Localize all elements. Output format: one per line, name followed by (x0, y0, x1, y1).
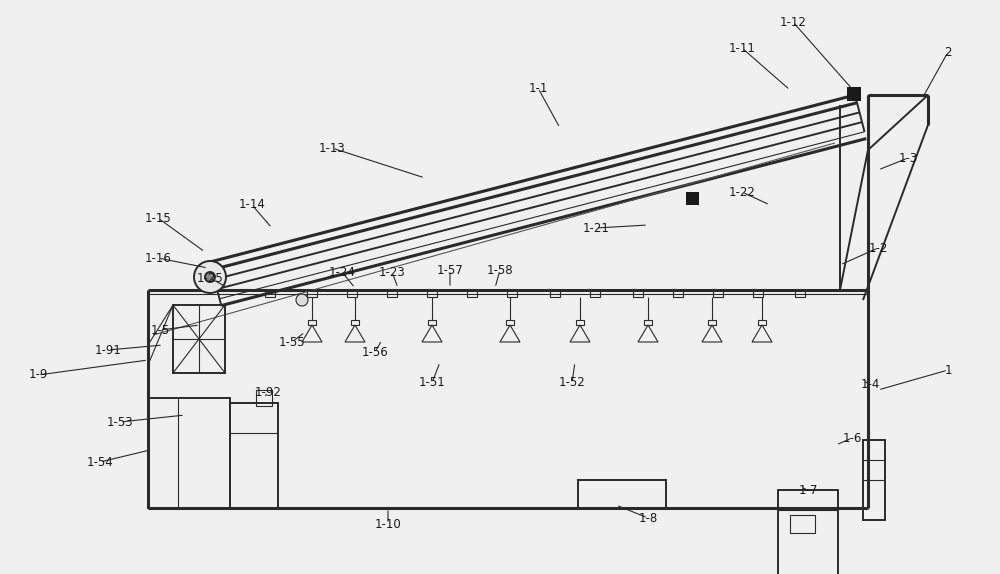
Text: 1-14: 1-14 (239, 199, 265, 211)
Text: 1-56: 1-56 (362, 346, 388, 359)
Text: 1-52: 1-52 (559, 377, 585, 390)
Text: 1-53: 1-53 (107, 416, 133, 429)
Text: 1-15: 1-15 (145, 211, 171, 224)
Bar (863, 440, 885, 520)
Text: 1-16: 1-16 (145, 251, 171, 265)
Circle shape (194, 261, 226, 293)
Bar (387, 290, 397, 297)
Bar (795, 290, 805, 297)
Bar (550, 290, 560, 297)
Bar (708, 320, 716, 325)
Text: 1-51: 1-51 (419, 377, 445, 390)
Bar (686, 192, 699, 205)
Bar (351, 320, 359, 325)
Text: 1-1: 1-1 (528, 82, 548, 95)
Text: 1-23: 1-23 (379, 266, 405, 278)
Text: 1-10: 1-10 (375, 518, 401, 530)
Bar (506, 320, 514, 325)
Bar (265, 290, 275, 297)
Bar (307, 290, 317, 297)
Bar (778, 490, 838, 574)
Bar (590, 290, 600, 297)
Bar (148, 398, 230, 508)
Bar (578, 480, 666, 508)
Bar (633, 290, 643, 297)
Text: 1-58: 1-58 (487, 263, 513, 277)
Text: 1-8: 1-8 (638, 511, 658, 525)
Bar (347, 290, 357, 297)
Bar (576, 320, 584, 325)
Text: 1-5: 1-5 (150, 324, 170, 336)
Bar (308, 320, 316, 325)
Bar (758, 320, 766, 325)
Text: 1-54: 1-54 (87, 456, 113, 468)
Text: 1-4: 1-4 (860, 378, 880, 391)
Text: 1-3: 1-3 (898, 152, 918, 165)
Bar (507, 290, 517, 297)
Bar (790, 515, 815, 533)
Text: 1-24: 1-24 (329, 266, 355, 278)
Bar (428, 320, 436, 325)
Bar (644, 320, 652, 325)
Bar (173, 305, 225, 373)
Text: 1-91: 1-91 (95, 343, 121, 356)
Bar (427, 290, 437, 297)
Circle shape (205, 272, 215, 282)
Bar (713, 290, 723, 297)
Text: 2: 2 (944, 45, 952, 59)
Text: 1-55: 1-55 (279, 335, 305, 348)
Text: 1-21: 1-21 (583, 222, 609, 235)
Text: 1-6: 1-6 (842, 432, 862, 444)
Bar (753, 290, 763, 297)
Bar (230, 403, 278, 508)
Text: 1-22: 1-22 (729, 185, 755, 199)
Text: 1-11: 1-11 (729, 41, 755, 55)
Circle shape (296, 294, 308, 306)
Text: 1-7: 1-7 (798, 483, 818, 497)
Text: 1-57: 1-57 (437, 263, 463, 277)
Text: 1: 1 (944, 363, 952, 377)
Text: 1-92: 1-92 (255, 386, 281, 398)
Text: 1-2: 1-2 (868, 242, 888, 254)
Text: 1-25: 1-25 (197, 272, 223, 285)
Text: 1-13: 1-13 (319, 142, 345, 154)
Bar (847, 87, 861, 101)
Bar (256, 390, 272, 406)
Text: 1-9: 1-9 (28, 369, 48, 382)
Text: 1-12: 1-12 (780, 15, 806, 29)
Bar (467, 290, 477, 297)
Bar (673, 290, 683, 297)
